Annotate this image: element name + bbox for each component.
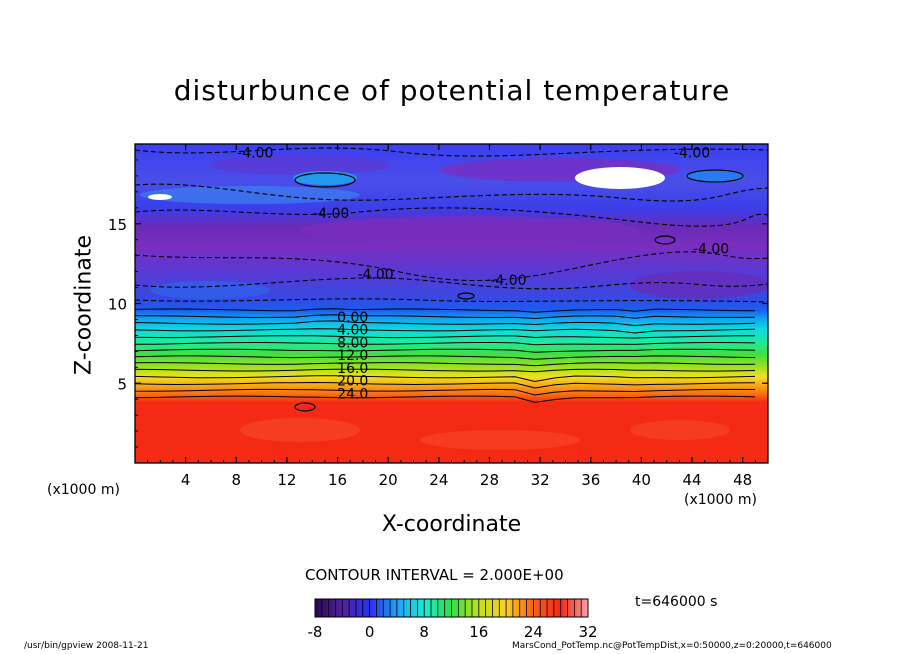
x-tick-label: 8 [232, 471, 242, 489]
x-tick-label: 16 [328, 471, 347, 489]
contour-line [135, 341, 756, 346]
contour-label: -4.00 [357, 267, 393, 283]
field-blob [240, 418, 360, 442]
contour-line [135, 368, 756, 373]
field-white-region [148, 194, 172, 200]
x-tick-label: 4 [181, 471, 191, 489]
contour-line [135, 314, 756, 320]
contour-line [135, 183, 768, 202]
contour-line [135, 277, 768, 290]
colorbar-tick-label: 0 [365, 623, 375, 641]
chart-title: disturbunce of potential temperature [173, 74, 731, 107]
x-tick-label: 20 [379, 471, 398, 489]
field-blob [140, 186, 360, 204]
colorbar-tick-label: -8 [308, 623, 323, 641]
field-blob [630, 271, 768, 299]
colorbar-segments [321, 599, 582, 617]
contour-label: -4.00 [313, 206, 349, 222]
field-blob [210, 155, 390, 175]
contour-label: 4.00 [337, 323, 368, 339]
field-blob [150, 281, 270, 299]
contour-label: -4.00 [674, 146, 710, 162]
colorbar-ticks: -8 0 8 16 24 32 [308, 623, 598, 641]
x-tick-label: 24 [429, 471, 448, 489]
x-axis-label: X-coordinate [381, 512, 522, 537]
contour-line [135, 381, 756, 389]
contour-loop [294, 402, 316, 412]
y-axis: 5 10 15 [108, 159, 768, 448]
contour-loop [294, 172, 356, 188]
contour-label: 8.00 [337, 335, 368, 351]
x-unit-label-right: (x1000 m) [684, 492, 757, 508]
contour-line [135, 147, 768, 157]
contour-line [135, 308, 756, 313]
negative-contours [135, 147, 768, 303]
x-tick-label: 40 [632, 471, 651, 489]
footer-command: /usr/bin/gpview 2008-11-21 [24, 641, 149, 651]
x-tick-label: 28 [480, 471, 499, 489]
contour-line [135, 375, 756, 383]
contour-line [135, 320, 756, 327]
time-label: t=646000 s [635, 594, 718, 610]
contour-line [135, 251, 768, 282]
x-tick-label: 48 [733, 471, 752, 489]
contour-line [135, 395, 756, 403]
contour-loop [457, 292, 475, 300]
contour-label: 20.0 [337, 374, 368, 390]
y-tick-label: 15 [108, 216, 127, 234]
colorbar-tick-label: 32 [578, 623, 597, 641]
colorbar-tick-label: 8 [419, 623, 429, 641]
contour-line [135, 362, 756, 367]
contour-loop [654, 235, 676, 245]
contour-line [135, 328, 756, 334]
colorbar-tick-label: 24 [524, 623, 543, 641]
field-blob [300, 216, 640, 244]
x-tick-label: 32 [531, 471, 550, 489]
contour-label: 12.0 [337, 348, 368, 364]
contour-line [135, 388, 756, 396]
contour-labels: -4.00 -4.00 -4.00 -4.00 -4.00 -4.00 0.004.008.… [237, 146, 729, 403]
y-tick-label: 5 [117, 375, 127, 393]
contour-label: -4.00 [237, 146, 273, 162]
contour-line [135, 355, 756, 360]
x-tick-label: 36 [581, 471, 600, 489]
x-axis: 4 8 12 16 20 24 28 32 36 40 44 48 [147, 144, 756, 489]
closed-contours [294, 169, 744, 412]
field-blob [685, 169, 745, 183]
contour-label: -4.00 [693, 241, 729, 257]
contour-label: 16.0 [337, 361, 368, 377]
x-unit-label-left: (x1000 m) [47, 482, 120, 498]
colorbar-tick-label: 16 [469, 623, 488, 641]
contour-label: 24.0 [337, 386, 368, 402]
field-white-region [575, 167, 665, 189]
x-tick-label: 12 [277, 471, 296, 489]
footer-source: MarsCond_PotTemp.nc@PotTempDist,x=0:5000… [512, 641, 832, 651]
contour-label: -4.00 [490, 273, 526, 289]
positive-contours [135, 308, 756, 403]
contour-line [135, 207, 768, 227]
plot-field [135, 144, 768, 463]
y-tick-label: 10 [108, 296, 127, 314]
contour-label: 0.00 [337, 310, 368, 326]
x-tick-label: 44 [682, 471, 701, 489]
field-blob [420, 430, 580, 450]
contour-loop [686, 169, 744, 183]
contour-interval-label: CONTOUR INTERVAL = 2.000E+00 [305, 566, 564, 584]
contour-line [135, 348, 756, 353]
contour-line [135, 335, 755, 339]
field-blob [630, 420, 730, 440]
